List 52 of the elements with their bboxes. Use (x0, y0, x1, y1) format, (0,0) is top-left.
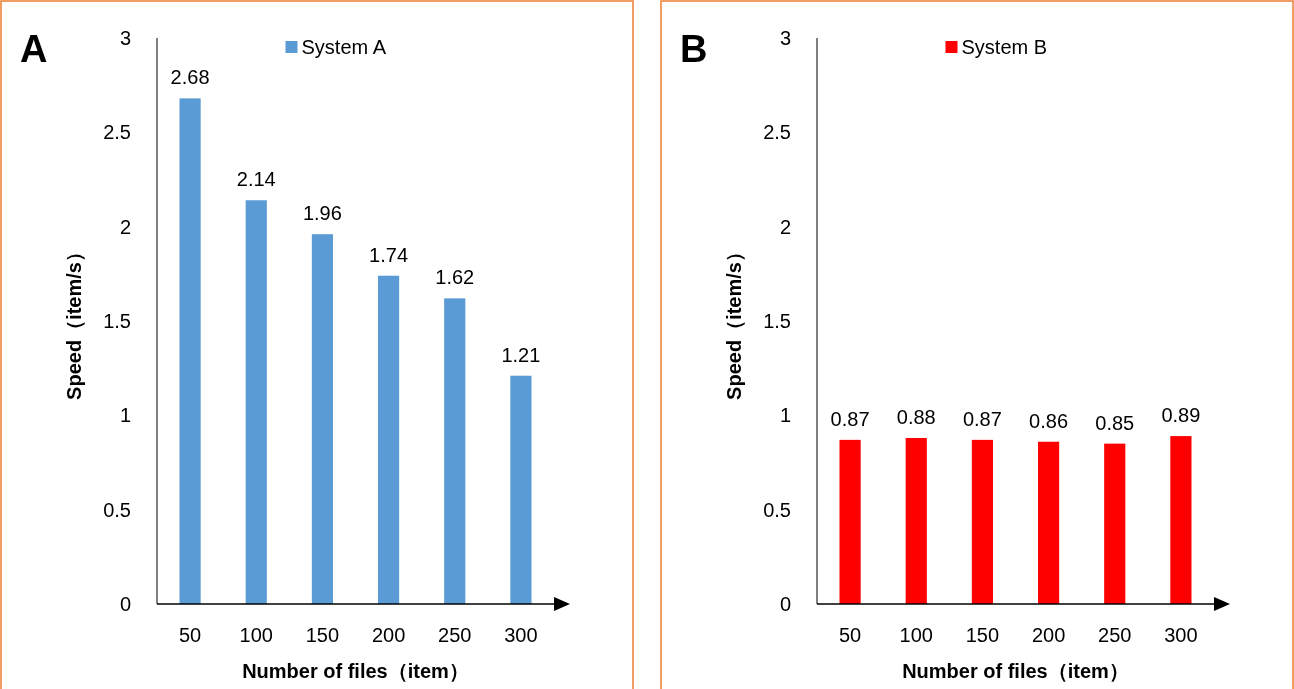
y-tick-label: 0.5 (103, 498, 131, 521)
y-tick-label: 3 (119, 27, 131, 49)
data-label: 0.86 (1029, 409, 1069, 432)
y-tick-label: 2 (119, 215, 131, 238)
bar (179, 98, 201, 604)
data-label: 0.88 (896, 405, 936, 428)
x-tick-label: 50 (838, 624, 862, 646)
data-label: 2.68 (170, 66, 210, 89)
data-label: 1.96 (302, 202, 342, 225)
y-tick-label: 2.5 (763, 121, 791, 144)
y-tick-label: 2 (779, 215, 791, 238)
bar (245, 200, 267, 604)
bar (311, 234, 333, 604)
x-tick-label: 150 (305, 624, 340, 646)
data-label: 0.85 (1095, 411, 1135, 434)
x-tick-label: 100 (239, 624, 273, 646)
data-label: 1.21 (501, 343, 541, 366)
y-axis-title: Speed（item/s） (723, 242, 745, 400)
x-axis-title: Number of files（item） (242, 660, 469, 682)
y-tick-label: 1 (779, 404, 791, 427)
y-tick-label: 0 (779, 593, 791, 615)
x-tick-label: 200 (1031, 624, 1066, 646)
y-axis-title: Speed（item/s） (63, 242, 85, 400)
x-tick-label: 300 (504, 624, 538, 646)
legend-label: System A (301, 36, 387, 58)
x-tick-label: 150 (965, 624, 1000, 646)
bar (444, 298, 466, 604)
text: A (20, 28, 48, 70)
y-tick-label: 0.5 (763, 498, 791, 521)
bar (510, 375, 532, 604)
x-axis-title: Number of files（item） (902, 660, 1129, 682)
x-tick-label: 50 (178, 624, 202, 646)
y-tick-label: 1 (119, 404, 131, 427)
data-label: 0.87 (830, 407, 870, 430)
data-label: 0.87 (962, 407, 1002, 430)
x-tick-label: 100 (899, 624, 933, 646)
x-tick-label: 250 (1098, 624, 1132, 646)
legend-label: System B (961, 36, 1048, 58)
text: B (680, 28, 708, 70)
data-label: 0.89 (1161, 404, 1201, 427)
data-label: 1.74 (369, 243, 409, 266)
y-tick-label: 0 (119, 593, 131, 615)
x-tick-label: 250 (438, 624, 472, 646)
data-label: 2.14 (236, 168, 276, 191)
bar (378, 275, 400, 604)
y-tick-label: 1.5 (103, 310, 131, 332)
data-label: 1.62 (435, 266, 475, 289)
y-tick-label: 2.5 (103, 121, 131, 144)
y-tick-label: 1.5 (763, 310, 791, 332)
x-tick-label: 300 (1164, 624, 1198, 646)
x-tick-label: 200 (371, 624, 406, 646)
y-tick-label: 3 (779, 27, 791, 49)
